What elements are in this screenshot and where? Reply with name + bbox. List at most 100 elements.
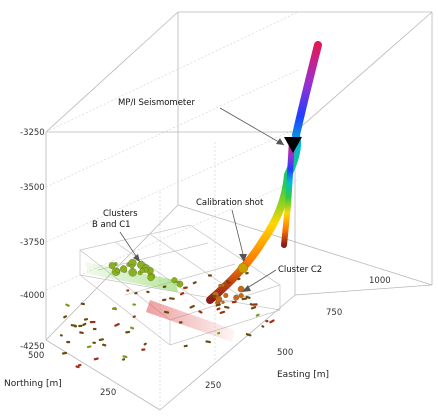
z-tick-label: -3750: [20, 238, 45, 248]
event-marker-cluster-b-c1: [119, 265, 128, 273]
event-marker-projection: [111, 307, 118, 311]
event-marker-projection: [125, 330, 131, 334]
event-marker-projection: [249, 303, 254, 306]
event-marker-projection: [237, 277, 241, 281]
northing-tick-label: 250: [100, 388, 116, 398]
event-marker-projection: [245, 333, 252, 337]
event-marker-projection: [216, 307, 221, 311]
event-marker-cluster-b-c1: [108, 262, 116, 270]
northing-axis: 500 250 Northing [m]: [4, 351, 116, 398]
easting-axis-title: Easting [m]: [277, 370, 329, 380]
event-marker-projection: [162, 285, 167, 288]
z-tick-label: -3250: [20, 128, 45, 138]
event-marker-projection: [261, 325, 265, 328]
event-marker-cluster-c2: [237, 285, 245, 293]
event-marker-projection: [89, 320, 96, 324]
event-marker-projection: [132, 315, 136, 318]
event-marker-projection: [63, 315, 68, 319]
event-marker-projection: [192, 281, 197, 285]
event-marker-projection: [126, 289, 130, 292]
event-marker-projection: [59, 334, 63, 337]
event-marker-projection: [141, 348, 146, 351]
event-marker-projection: [225, 279, 229, 283]
z-tick-label: -4000: [20, 291, 45, 301]
event-marker-projection: [83, 318, 89, 321]
event-marker-projection: [189, 304, 195, 309]
easting-tick-label: 1000: [369, 276, 391, 286]
event-marker-projection: [93, 357, 99, 361]
event-marker-projection: [224, 305, 230, 309]
event-marker-projection: [98, 338, 104, 342]
event-marker-projection: [245, 271, 249, 275]
event-marker-projection: [175, 280, 181, 284]
event-marker-projection: [178, 321, 183, 324]
annotations: MP/I Seismometer Clusters B and C1 Calib…: [92, 98, 322, 292]
annotation-clusters-line-2: B and C1: [92, 220, 131, 230]
event-marker-projection: [168, 297, 175, 300]
event-marker-projection: [208, 274, 212, 277]
event-marker-cluster-c2: [238, 293, 244, 299]
event-marker-projection: [82, 322, 87, 326]
event-marker-projection: [217, 331, 221, 335]
event-marker-projection: [250, 306, 257, 310]
annotation-calibration-shot: Calibration shot: [196, 198, 264, 208]
event-marker-projection: [134, 291, 138, 295]
event-marker-projection: [215, 303, 221, 307]
annotation-clusters-line-1: Clusters: [103, 209, 138, 219]
event-marker-projection: [265, 320, 269, 323]
event-marker-cluster-b-c1: [139, 267, 145, 274]
event-marker-projection: [161, 298, 167, 302]
event-marker-projection: [101, 343, 107, 347]
event-marker-cluster-c2: [233, 294, 240, 301]
event-marker-projection: [183, 286, 188, 290]
seismometer-marker: [284, 137, 302, 153]
annotation-seismometer: MP/I Seismometer: [118, 98, 195, 108]
easting-tick-label: 750: [326, 308, 342, 318]
event-marker-projection: [61, 351, 68, 355]
event-marker-projection: [122, 358, 126, 361]
event-marker-projection: [219, 310, 226, 314]
z-tick-label: -3500: [20, 183, 45, 193]
event-marker-projection: [114, 322, 120, 327]
easting-tick-label: 250: [205, 381, 221, 391]
event-marker-projection: [92, 327, 97, 331]
event-marker-projection: [132, 303, 137, 306]
z-tick-label: -4250: [20, 342, 45, 352]
event-marker-cluster-c2: [221, 300, 225, 304]
event-marker-projection: [163, 310, 170, 314]
event-marker-projection: [143, 342, 147, 346]
event-marker-projection: [241, 297, 248, 301]
event-marker-cluster-c2: [215, 295, 223, 303]
well-trajectory: [206, 41, 322, 304]
event-markers: [59, 258, 275, 369]
event-marker-projection: [86, 345, 92, 349]
event-marker-cluster-b-c1: [115, 268, 120, 274]
event-marker-projection: [80, 302, 85, 306]
event-marker-projection: [79, 331, 84, 335]
z-axis: -3250 -3500 -3750 -4000 -4250: [20, 128, 45, 352]
event-marker-projection: [122, 355, 128, 359]
bounding-box: [45, 11, 433, 411]
event-marker-projection: [231, 300, 237, 304]
easting-axis: 250 500 750 1000 Easting [m]: [205, 276, 391, 391]
northing-axis-title: Northing [m]: [4, 379, 62, 389]
event-marker-projection: [226, 281, 232, 285]
event-marker-cluster-b-c1: [147, 274, 155, 282]
event-marker-projection: [78, 324, 83, 328]
event-channels: [85, 262, 235, 342]
event-marker-projection: [255, 313, 260, 317]
event-marker-projection: [179, 292, 185, 296]
event-marker-projection: [92, 341, 96, 344]
event-marker-projection: [66, 340, 71, 344]
event-marker-projection: [183, 344, 188, 348]
event-marker-projection: [205, 340, 211, 344]
event-marker-cluster-b-c1: [129, 263, 135, 269]
event-marker-cluster-c2: [223, 292, 229, 299]
event-marker-cluster-c2: [218, 283, 223, 288]
event-marker-projection: [74, 325, 78, 328]
event-marker-projection: [252, 303, 258, 306]
annotation-cluster-c2: Cluster C2: [278, 265, 322, 275]
event-marker-projection: [65, 303, 70, 307]
event-marker-projection: [130, 326, 135, 330]
